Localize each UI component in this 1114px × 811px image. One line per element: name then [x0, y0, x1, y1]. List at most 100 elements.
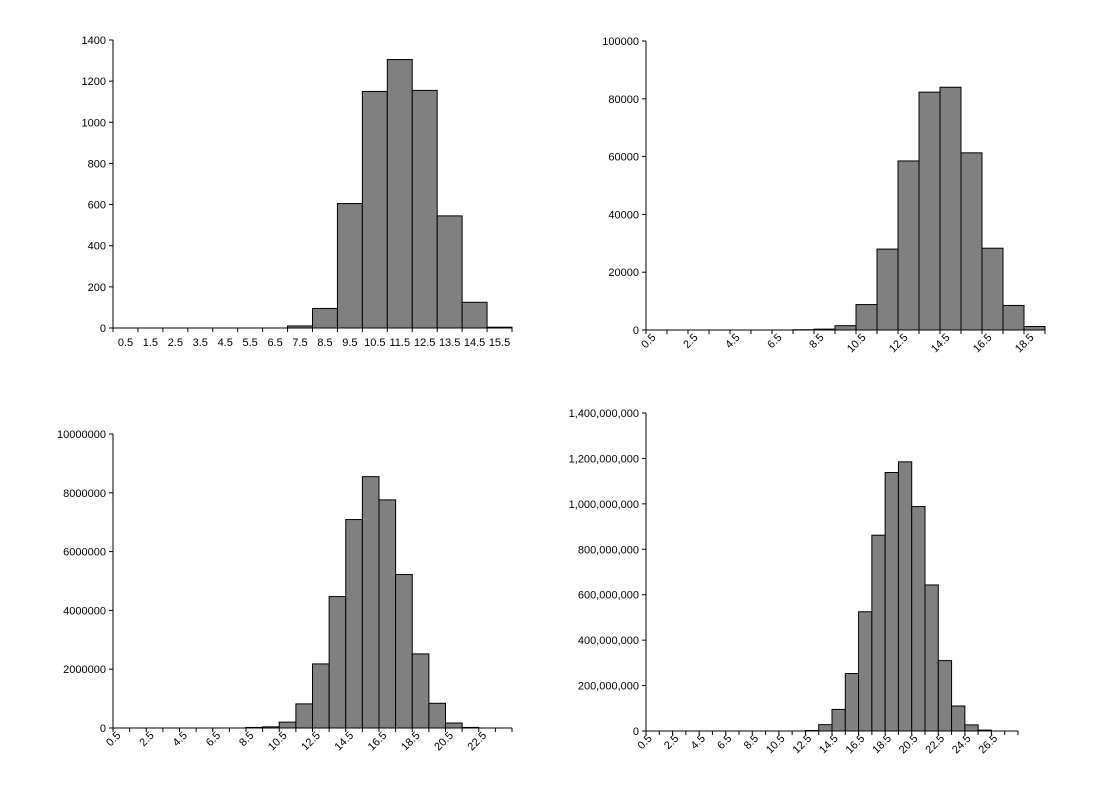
- x-tick-label: 5.5: [243, 337, 258, 349]
- histogram-1: 0 200 400 600 800 1000 1200 1400 0.5 1.5 2.5 3.5 4.5…: [82, 35, 513, 349]
- x-tick-label: 12.5: [414, 337, 435, 349]
- x-tick-label: 12.5: [791, 733, 815, 757]
- histogram-bar: [897, 461, 913, 732]
- y-tick-label: 1200: [82, 76, 106, 88]
- x-tick-label: 18.5: [1013, 332, 1037, 356]
- x-tick-label: 24.5: [950, 733, 974, 757]
- histogram-bar: [951, 705, 966, 732]
- y-tick-label: 1,400,000,000: [569, 408, 639, 420]
- y-tick-label: 0: [100, 723, 106, 735]
- x-tick-label: 16.5: [366, 730, 390, 754]
- histogram-bar: [924, 584, 939, 732]
- y-tick-label: 2000000: [63, 664, 106, 676]
- histogram-bar: [461, 301, 488, 329]
- x-tick-label: 2.5: [168, 337, 183, 349]
- x-tick-label: 20.5: [897, 733, 921, 757]
- x-tick-label: 1.5: [143, 337, 158, 349]
- y-tick-label: 1000: [82, 117, 106, 129]
- histogram-bar: [858, 611, 873, 732]
- x-tick-label: 14.5: [333, 730, 357, 754]
- x-tick-label: 20.5: [432, 730, 456, 754]
- histogram-bar: [295, 703, 314, 729]
- histogram-bar: [361, 90, 388, 329]
- y-tick-label: 6000000: [63, 547, 106, 559]
- x-tick-label: 4.5: [723, 332, 742, 351]
- x-tick-label: 12.5: [887, 332, 911, 356]
- histogram-3: 0 2000000 4000000 6000000 8000000 10000000 0.5…: [57, 429, 513, 754]
- y-tick-label: 0: [633, 726, 639, 738]
- x-tick-label: 0.5: [118, 337, 133, 349]
- x-tick-label: 15.5: [489, 337, 510, 349]
- histogram-bar: [436, 215, 463, 329]
- histogram-bar: [411, 653, 430, 729]
- histogram-bar: [312, 663, 330, 729]
- y-tick-label: 10000000: [57, 429, 106, 441]
- y-tick-label: 20000: [608, 267, 639, 279]
- x-tick-label: 6.5: [765, 332, 784, 351]
- histogram-bar: [834, 325, 857, 331]
- x-tick-label: 10.5: [845, 332, 869, 356]
- y-tick-label: 0: [633, 325, 639, 337]
- y-tick-label: 200,000,000: [578, 681, 639, 693]
- x-tick-label: 26.5: [977, 733, 1001, 757]
- histogram-bar: [964, 724, 979, 732]
- histogram-bar: [378, 499, 397, 729]
- x-tick-label: 10.5: [364, 337, 385, 349]
- histogram-2: 0 20000 40000 60000 80000 100000 0.5 2.5 4.5 6.5 8…: [602, 36, 1046, 356]
- histogram-bar: [911, 506, 926, 732]
- x-tick-label: 8.5: [807, 332, 826, 351]
- y-tick-label: 800: [88, 158, 106, 170]
- y-tick-label: 600: [88, 200, 106, 212]
- x-tick-label: 6.5: [204, 730, 223, 749]
- x-tick-label: 9.5: [342, 337, 357, 349]
- x-tick-label: 16.5: [844, 733, 868, 757]
- y-tick-label: 40000: [608, 209, 639, 221]
- x-tick-label: 4.5: [171, 730, 190, 749]
- histogram-bar: [939, 86, 962, 331]
- histogram-bar: [897, 160, 920, 331]
- x-tick-label: 2.5: [662, 733, 681, 752]
- y-tick-label: 200: [88, 282, 106, 294]
- histogram-bar: [871, 534, 886, 732]
- histogram-bar: [960, 152, 983, 331]
- histogram-bar: [428, 702, 447, 729]
- y-tick-label: 800,000,000: [578, 544, 639, 556]
- x-tick-label: 2.5: [137, 730, 156, 749]
- x-tick-label: 14.5: [817, 733, 841, 757]
- x-tick-label: 12.5: [299, 730, 323, 754]
- x-tick-label: 8.5: [237, 730, 256, 749]
- x-tick-label: 4.5: [218, 337, 233, 349]
- histogram-bar: [884, 472, 899, 732]
- x-tick-label: 16.5: [971, 332, 995, 356]
- y-tick-label: 80000: [608, 94, 639, 106]
- x-tick-label: 0.5: [104, 730, 123, 749]
- x-tick-label: 13.5: [439, 337, 460, 349]
- histogram-bar: [395, 574, 413, 729]
- x-tick-label: 11.5: [389, 337, 410, 349]
- x-tick-label: 18.5: [399, 730, 423, 754]
- histogram-bar: [918, 91, 941, 331]
- y-tick-label: 8000000: [63, 488, 106, 500]
- x-tick-label: 22.5: [466, 730, 490, 754]
- histogram-bar: [1023, 326, 1046, 331]
- histogram-bar: [831, 708, 846, 732]
- y-tick-label: 60000: [608, 152, 639, 164]
- histogram-bar: [876, 248, 899, 331]
- histogram-bar: [844, 673, 860, 732]
- x-tick-label: 8.5: [742, 733, 761, 752]
- x-tick-label: 14.5: [464, 337, 485, 349]
- x-tick-label: 10.5: [266, 730, 290, 754]
- x-tick-label: 7.5: [292, 337, 307, 349]
- y-tick-label: 1,000,000,000: [569, 499, 639, 511]
- x-tick-label: 3.5: [193, 337, 208, 349]
- x-tick-label: 10.5: [764, 733, 788, 757]
- x-tick-label: 6.5: [715, 733, 734, 752]
- x-tick-label: 8.5: [317, 337, 332, 349]
- histogram-bar: [312, 307, 338, 329]
- y-tick-label: 0: [100, 323, 106, 335]
- x-tick-label: 4.5: [689, 733, 708, 752]
- x-tick-label: 14.5: [929, 332, 953, 356]
- histogram-bar: [328, 596, 347, 729]
- histogram-bar: [278, 721, 297, 729]
- y-tick-label: 400: [88, 241, 106, 253]
